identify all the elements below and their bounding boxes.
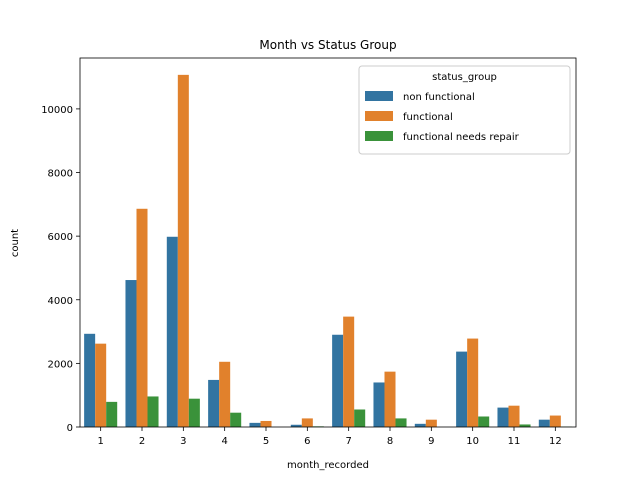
y-tick-label: 2000	[48, 359, 73, 370]
x-tick-label: 1	[97, 436, 103, 447]
bar	[373, 382, 384, 427]
y-tick-label: 4000	[48, 296, 73, 307]
x-axis-label: month_recorded	[287, 460, 369, 471]
legend-entry: non functional	[403, 92, 475, 103]
bar	[167, 237, 178, 427]
bar	[189, 399, 200, 427]
bar	[208, 380, 219, 427]
legend-swatch	[365, 131, 393, 141]
bar	[106, 402, 117, 427]
y-tick-label: 6000	[48, 232, 73, 243]
x-tick-label: 7	[345, 436, 351, 447]
bar	[343, 317, 354, 427]
bar	[508, 406, 519, 427]
legend-title: status_group	[432, 72, 497, 83]
x-tick-label: 4	[221, 436, 227, 447]
bar	[384, 372, 395, 427]
bar	[84, 334, 95, 427]
x-tick-label: 3	[180, 436, 186, 447]
x-tick-label: 10	[466, 436, 479, 447]
bar	[230, 413, 241, 427]
x-tick-label: 6	[304, 436, 310, 447]
bar	[478, 417, 489, 428]
bar	[260, 421, 271, 427]
y-tick-label: 8000	[48, 169, 73, 180]
bar	[467, 339, 478, 427]
y-axis-label: count	[10, 229, 21, 257]
legend-entry: functional	[403, 112, 453, 123]
bar	[456, 352, 467, 427]
y-tick-label: 0	[67, 423, 73, 434]
bar	[95, 344, 106, 427]
x-tick-label: 12	[549, 436, 562, 447]
y-tick-label: 10000	[41, 105, 73, 116]
bar	[415, 424, 426, 427]
legend-entry: functional needs repair	[403, 132, 520, 143]
legend-swatch	[365, 91, 393, 101]
bar	[497, 408, 508, 427]
bar	[354, 410, 365, 428]
bar	[550, 416, 561, 427]
bar	[178, 75, 189, 427]
bar	[426, 420, 437, 427]
bar	[332, 335, 343, 427]
bar	[539, 420, 550, 427]
x-tick-label: 8	[387, 436, 393, 447]
bar	[302, 418, 313, 427]
chart-title: Month vs Status Group	[259, 38, 396, 52]
bar	[219, 362, 230, 427]
bar	[136, 209, 147, 427]
x-tick-label: 2	[139, 436, 145, 447]
x-tick-label: 11	[508, 436, 521, 447]
legend-swatch	[365, 111, 393, 121]
bar	[148, 396, 159, 427]
x-tick-label: 5	[263, 436, 269, 447]
x-tick-label: 9	[428, 436, 434, 447]
bar	[125, 280, 136, 427]
bar	[249, 423, 260, 427]
bar	[396, 418, 407, 427]
